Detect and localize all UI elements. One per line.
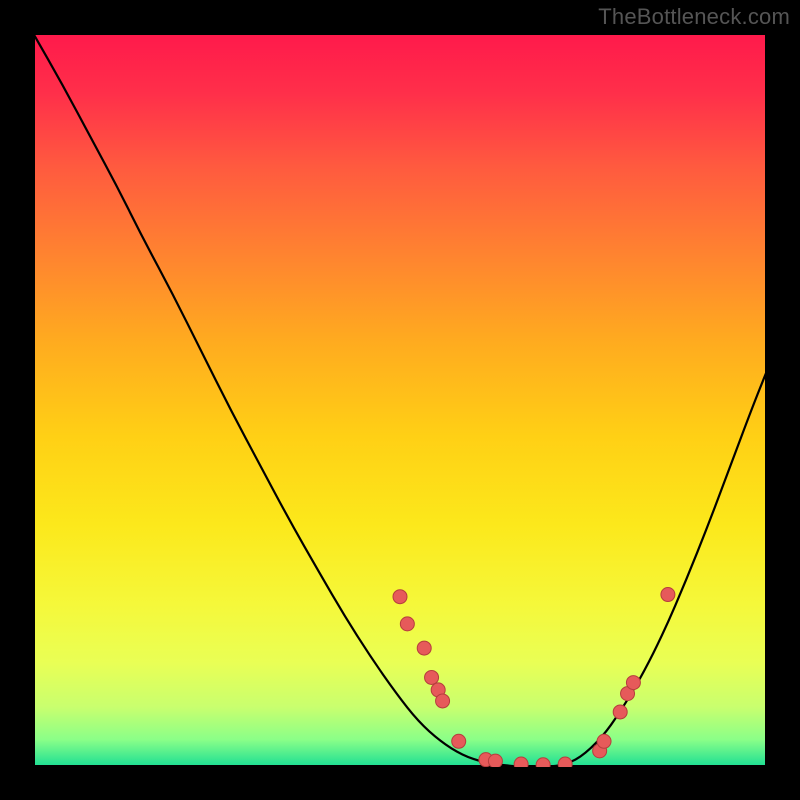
watermark-text: TheBottleneck.com [598,4,790,30]
marker-point [400,617,414,631]
marker-point [425,670,439,684]
marker-point [452,734,466,748]
marker-point [393,590,407,604]
marker-point [597,734,611,748]
marker-point [661,588,675,602]
marker-point [613,705,627,719]
marker-point [417,641,431,655]
marker-point [536,758,550,767]
marker-point [626,676,640,690]
marker-point [488,754,502,767]
plot-area [33,33,767,767]
marker-point [558,757,572,767]
marker-point [514,757,528,767]
marker-point [436,694,450,708]
chart-svg [33,33,767,767]
bottleneck-curve [33,33,767,767]
